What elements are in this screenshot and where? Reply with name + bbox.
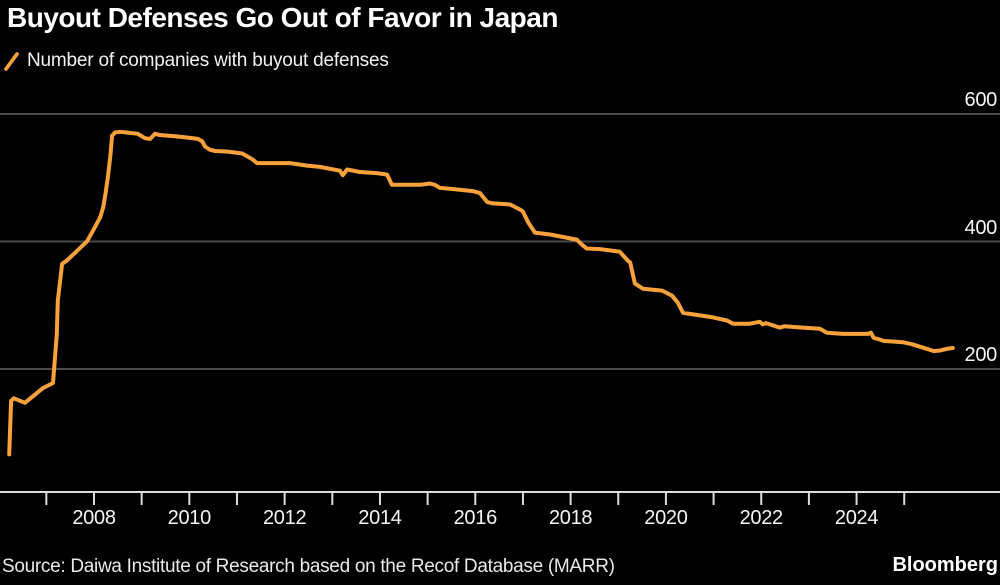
x-tick-label: 2012 [262, 507, 307, 529]
x-tick-label: 2014 [358, 507, 402, 529]
y-tick-label: 400 [964, 216, 998, 239]
x-tick-label: 2016 [453, 507, 498, 529]
legend: Number of companies with buyout defenses [4, 50, 389, 72]
chart-title: Buyout Defenses Go Out of Favor in Japan [7, 2, 558, 33]
x-tick-label: 2010 [167, 507, 212, 529]
x-tick-label: 2020 [644, 507, 688, 529]
x-tick-label: 2022 [739, 507, 784, 529]
bloomberg-logo: Bloomberg [892, 554, 998, 576]
y-tick-label: 200 [964, 344, 998, 366]
x-tick-label: 2024 [834, 507, 879, 529]
x-tick-label: 2008 [72, 507, 116, 529]
x-tick-label: 2018 [548, 507, 593, 529]
legend-line-swatch-icon [4, 51, 19, 71]
legend-label: Number of companies with buyout defenses [27, 50, 389, 71]
series-line [7, 129, 955, 457]
y-tick-label: 600 [964, 89, 998, 111]
source-note: Source: Daiwa Institute of Research base… [2, 556, 615, 577]
